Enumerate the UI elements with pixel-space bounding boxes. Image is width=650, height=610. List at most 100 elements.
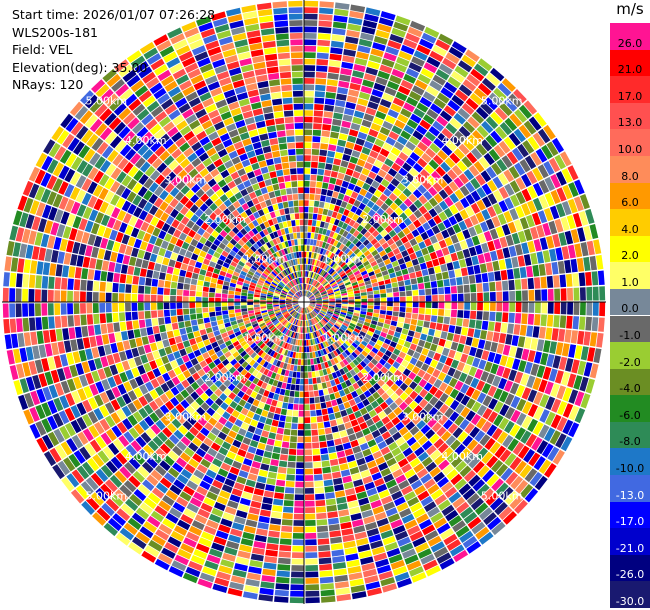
range-gate — [480, 221, 489, 232]
range-gate — [308, 293, 313, 298]
range-gate — [157, 553, 173, 565]
range-gate — [358, 173, 368, 182]
range-gate — [360, 384, 368, 393]
range-gate — [440, 528, 454, 540]
range-gate — [182, 256, 190, 265]
range-gate — [337, 424, 346, 432]
range-gate — [341, 295, 348, 298]
range-gate — [504, 183, 515, 196]
range-gate — [325, 332, 330, 339]
range-gate — [402, 368, 411, 377]
range-gate — [308, 326, 311, 333]
range-gate — [309, 278, 313, 285]
range-gate — [496, 302, 503, 312]
range-gate — [521, 173, 532, 188]
range-gate — [546, 314, 554, 327]
range-gate — [36, 330, 44, 345]
range-gate — [374, 302, 380, 306]
range-gate — [218, 446, 229, 456]
range-gate — [353, 339, 361, 346]
range-gate — [468, 165, 480, 177]
range-gate — [200, 502, 213, 513]
range-gate — [386, 80, 400, 91]
range-gate — [423, 382, 433, 392]
range-gate — [195, 261, 203, 269]
range-gate — [443, 316, 450, 325]
range-gate — [287, 377, 292, 384]
range-gate — [316, 299, 322, 301]
range-gate — [249, 467, 260, 475]
range-gate — [333, 288, 340, 292]
range-gate — [340, 201, 348, 209]
range-gate — [394, 216, 403, 225]
range-gate — [451, 71, 465, 83]
range-gate — [67, 290, 73, 302]
range-gate — [380, 178, 390, 188]
range-gate — [331, 549, 345, 557]
range-gate — [359, 235, 367, 243]
range-gate — [541, 443, 554, 458]
range-gate — [9, 272, 17, 287]
range-gate — [222, 314, 229, 320]
range-gate — [184, 277, 191, 284]
range-gate — [332, 247, 339, 254]
range-gate — [15, 288, 22, 302]
range-gate — [349, 235, 356, 243]
range-gate — [394, 197, 403, 207]
range-gate — [509, 424, 521, 437]
range-gate — [255, 448, 265, 457]
range-gate — [319, 262, 324, 268]
range-gate — [304, 90, 314, 97]
range-gate — [440, 481, 454, 493]
range-gate — [429, 433, 440, 444]
range-gate — [150, 342, 158, 352]
range-gate — [305, 545, 318, 552]
range-gate — [289, 597, 304, 604]
range-gate — [306, 277, 308, 284]
range-gate — [466, 493, 480, 506]
range-gate — [244, 402, 252, 410]
range-gate — [181, 334, 189, 342]
range-gate — [450, 309, 457, 318]
range-gate — [488, 321, 495, 331]
range-gate — [240, 422, 250, 431]
range-gate — [475, 526, 490, 540]
range-gate — [330, 281, 337, 286]
range-gate — [35, 317, 43, 331]
range-gate — [266, 363, 273, 370]
range-gate — [264, 376, 271, 384]
range-gate — [242, 531, 255, 540]
range-gate — [521, 415, 533, 429]
range-gate — [311, 436, 319, 443]
range-gate — [376, 517, 389, 527]
range-gate — [533, 391, 544, 405]
range-gate — [519, 464, 533, 479]
range-gate — [330, 171, 338, 178]
range-gate — [367, 291, 374, 295]
range-gate — [294, 500, 304, 507]
range-gate — [449, 204, 459, 215]
range-gate — [254, 428, 263, 436]
range-gate — [421, 327, 429, 335]
range-gate — [400, 236, 409, 244]
range-gate — [290, 338, 295, 345]
range-gate — [243, 416, 252, 425]
range-gate — [187, 265, 195, 273]
range-gate — [216, 496, 229, 506]
range-gate — [434, 265, 442, 274]
range-gate — [329, 344, 335, 351]
range-gate — [304, 258, 307, 264]
range-gate — [307, 277, 309, 284]
range-gate — [106, 282, 113, 292]
range-gate — [193, 330, 201, 338]
range-gate — [381, 242, 389, 250]
range-gate — [526, 375, 536, 388]
range-gate — [223, 318, 230, 324]
range-gate — [318, 544, 331, 552]
range-gate — [461, 54, 476, 68]
range-gate — [350, 264, 357, 271]
range-gate — [385, 507, 398, 517]
range-gate — [234, 563, 248, 572]
range-gate — [433, 411, 444, 422]
range-gate — [114, 263, 122, 273]
